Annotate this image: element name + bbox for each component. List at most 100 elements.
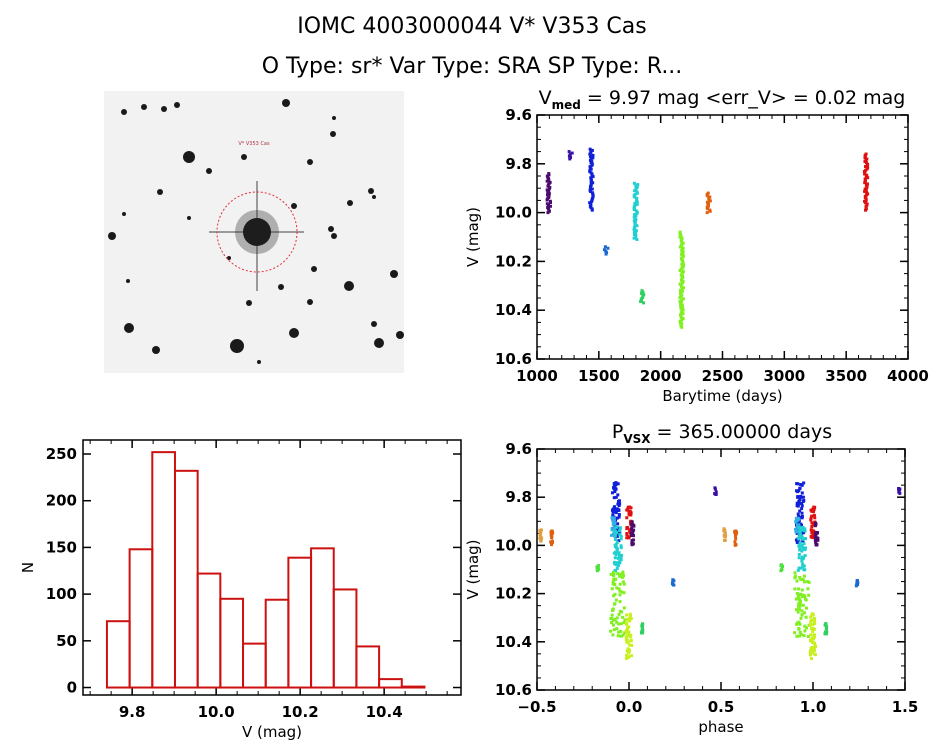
data-point [796,610,800,614]
field-star [331,233,337,239]
field-star [390,270,398,278]
data-point [588,186,592,190]
data-point [614,481,618,485]
data-point [897,490,901,494]
data-point [633,222,637,226]
phased-cluster [794,516,801,537]
y-tick-label: 10.2 [495,585,532,603]
data-point [808,623,812,627]
data-point [540,528,544,532]
data-point [800,613,804,617]
x-tick-label: 10.4 [366,703,403,721]
data-point [814,531,818,535]
data-point [604,252,608,256]
data-point [618,609,622,613]
data-point [629,638,633,642]
data-point [811,628,815,632]
data-point [613,505,617,509]
data-point [679,302,683,306]
data-point [628,619,632,623]
field-star [311,266,317,272]
data-point [809,633,813,637]
histogram-bar [128,548,154,689]
data-point [800,507,804,511]
data-point [612,484,616,488]
data-point [639,300,643,304]
field-star [246,300,252,306]
data-point [815,543,819,547]
data-point [863,189,867,193]
data-point [639,631,643,635]
data-point [612,628,616,632]
data-point [806,634,810,638]
data-point [625,653,629,657]
histogram-bar [242,642,267,689]
data-point [627,643,631,647]
data-point [811,651,815,655]
data-point [810,521,814,525]
phased-cluster [609,570,627,638]
data-point [801,578,805,582]
data-point [681,281,685,285]
data-point [800,491,804,495]
data-point [567,150,571,154]
data-point [672,583,676,587]
data-point [616,482,620,486]
data-point [614,482,618,486]
phased-cluster [612,525,623,573]
data-point [680,287,684,291]
data-point [548,204,552,208]
data-point [794,527,798,531]
data-point [811,510,815,514]
data-point [618,600,622,604]
data-point [799,616,803,620]
data-point [613,602,617,606]
x-tick-label: 2500 [702,367,744,385]
x-tick-label: 3500 [825,367,867,385]
data-point [619,544,623,548]
field-star [330,131,336,137]
data-point [616,532,620,536]
data-point [796,490,800,494]
data-point [723,535,727,539]
data-point [799,632,803,636]
phased-cluster [897,486,902,495]
data-point [681,297,685,301]
field-star [161,106,167,112]
data-point [622,620,626,624]
x-tick-label: 1.5 [892,698,919,716]
data-point [679,304,683,308]
data-point [795,529,799,533]
data-point [627,655,631,659]
data-point [705,194,709,198]
data-point [795,591,799,595]
data-point [708,199,712,203]
histogram-bar [219,597,245,689]
field-star [227,256,231,260]
data-point [617,513,621,517]
data-point [812,529,816,533]
data-point [797,519,801,523]
data-point [802,574,806,578]
data-point [590,163,594,167]
data-point [616,634,620,638]
data-point [635,203,639,207]
data-point [614,531,618,535]
data-point [706,207,710,211]
data-point [806,580,810,584]
data-point [809,528,813,532]
data-point [811,647,815,651]
data-point [801,537,805,541]
data-point [795,608,799,612]
histogram-bar [287,556,313,689]
data-point [678,288,682,292]
data-point [856,581,860,585]
data-point [618,526,622,530]
lightcurve-cluster [545,172,552,215]
phased-cluster [793,571,811,638]
phased-cluster [713,486,718,496]
field-star [291,203,297,209]
data-point [798,541,802,545]
data-point [733,543,737,547]
data-point [618,533,622,537]
